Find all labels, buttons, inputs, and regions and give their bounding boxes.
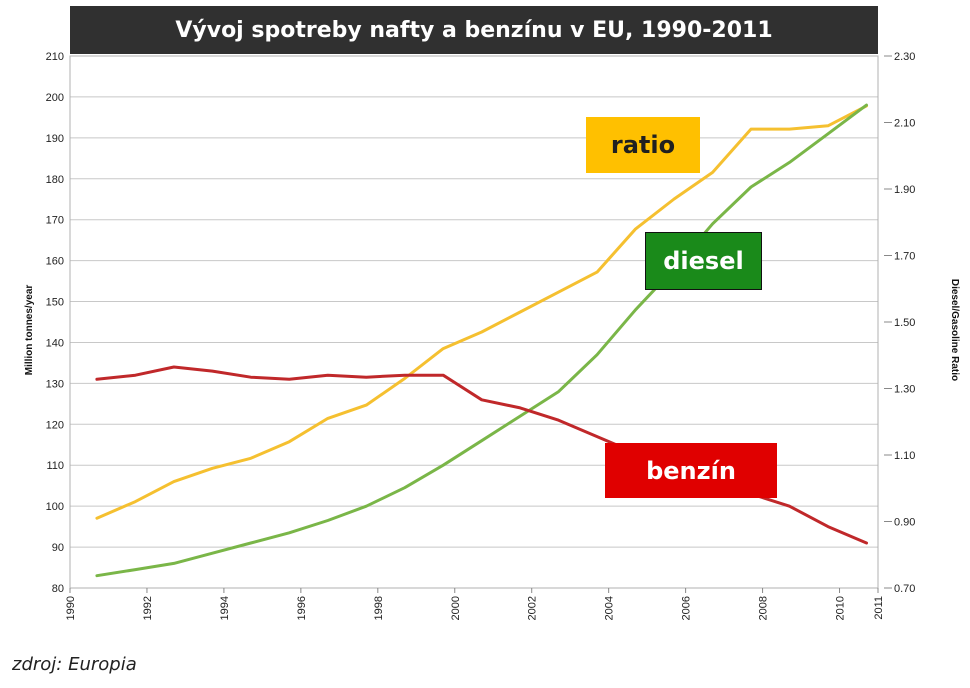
plot-frame [69,55,879,589]
y-tick-label: 120 [46,419,64,431]
y-tick-label: 150 [46,297,64,309]
y-tick-label: 100 [46,501,64,513]
x-tick-label: 2008 [758,596,770,620]
label-diesel: diesel [645,232,762,290]
y-tick-labels: 80 90 100 110 120 130 140 150 160 170 180 190 200 210 [46,51,64,595]
y2-axis-title: Diesel/Gasoline Ratio [949,279,960,381]
y-tick-label: 90 [52,542,64,554]
y2-tick-label: 1.10 [894,450,915,462]
x-tick-label: 1994 [219,596,231,620]
y2-tick-label: 2.10 [894,118,915,130]
y-tick-label: 180 [46,174,64,186]
y-tick-label: 200 [46,92,64,104]
x-tick-label: 2011 [873,596,885,620]
x-tick-label: 1996 [296,596,308,620]
y-tick-label: 190 [46,133,64,145]
y-tick-label: 160 [46,256,64,268]
x-tick-label: 2006 [681,596,693,620]
y-tick-label: 80 [52,583,64,595]
x-tick-label: 2000 [450,596,462,620]
x-tick-label: 1992 [142,596,154,620]
x-tick-label: 2004 [604,596,616,620]
y2-tick-labels: 0.70 0.90 1.10 1.30 1.50 1.70 1.90 2.10 2.30 [884,51,915,595]
y-tick-label: 210 [46,51,64,63]
y2-tick-label: 2.30 [894,51,915,63]
y2-tick-label: 1.90 [894,184,915,196]
y2-tick-label: 0.90 [894,517,915,529]
y-tick-label: 170 [46,215,64,227]
chart-title: Vývoj spotreby nafty a benzínu v EU, 199… [70,6,878,54]
label-benzin: benzín [605,443,777,498]
y2-tick-label: 0.70 [894,583,915,595]
gridlines [70,96,878,548]
x-tick-labels: 1990 1992 1994 1996 1998 2000 2002 2004 2006 2008… [65,588,885,620]
source-note: zdroj: Europia [12,654,137,675]
x-tick-label: 1998 [373,596,385,620]
x-tick-label: 2002 [527,596,539,620]
y-axis-title: Million tonnes/year [24,285,35,376]
series-lines [95,103,868,578]
series-line-diesel [95,103,868,578]
series-line-ratio [95,104,868,520]
y-tick-label: 130 [46,378,64,390]
label-ratio: ratio [586,117,700,173]
y-tick-label: 140 [46,337,64,349]
y2-tick-label: 1.70 [894,251,915,263]
x-tick-label: 2010 [835,596,847,620]
y-tick-label: 110 [46,460,64,472]
y2-tick-label: 1.50 [894,317,915,329]
x-tick-label: 1990 [65,596,77,620]
y2-tick-label: 1.30 [894,384,915,396]
